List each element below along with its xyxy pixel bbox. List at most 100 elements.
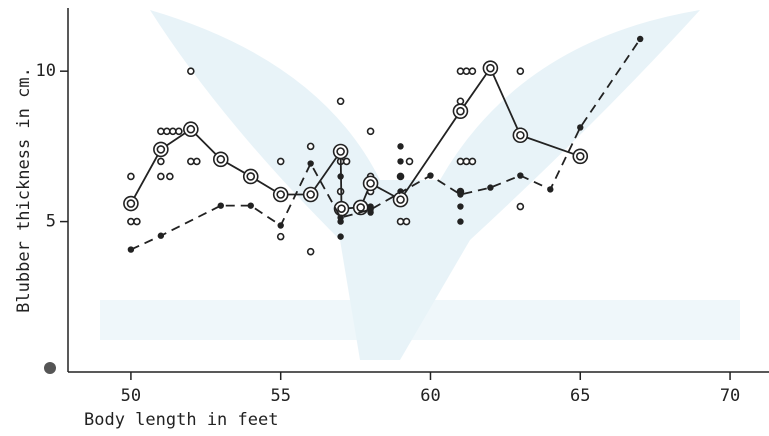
mean-point-inner	[186, 124, 196, 134]
open-point	[462, 67, 471, 75]
x-axis-label: Body length in feet	[84, 410, 278, 430]
trend-line	[130, 66, 581, 210]
filled-point	[157, 232, 165, 239]
filled-point	[367, 206, 374, 213]
trend-line	[130, 38, 641, 251]
mean-point	[153, 141, 169, 158]
open-point	[133, 217, 141, 226]
open-point	[462, 157, 471, 166]
mean-point-inner	[276, 190, 285, 199]
open-point	[396, 217, 405, 226]
mean-point	[212, 151, 229, 168]
open-point	[306, 247, 315, 256]
x-tick-label: 55	[270, 386, 290, 406]
open-point	[157, 172, 165, 181]
mean-point-inner	[366, 179, 375, 188]
open-point	[157, 127, 165, 136]
filled-point	[547, 186, 554, 193]
open-point	[163, 127, 171, 136]
open-point	[187, 67, 195, 75]
open-point	[342, 157, 351, 166]
filled-point	[397, 143, 404, 150]
open-point	[175, 127, 183, 136]
open-point	[456, 157, 465, 166]
open-point	[276, 157, 285, 166]
filled-point	[636, 35, 644, 43]
filled-point	[247, 202, 254, 209]
mean-point	[572, 148, 589, 165]
filled-point	[397, 158, 404, 165]
band	[100, 300, 740, 340]
filled-point	[337, 233, 344, 240]
open-point	[127, 172, 135, 181]
open-point	[169, 127, 177, 136]
filled-point	[457, 191, 464, 198]
filled-point	[457, 203, 464, 210]
y-tick-label: 10	[36, 61, 56, 81]
mean-point	[242, 168, 259, 185]
mean-point-inner	[306, 190, 315, 199]
filled-point	[487, 184, 494, 191]
mean-point-inner	[356, 203, 365, 212]
open-point	[193, 157, 201, 166]
x-tick-label: 65	[570, 386, 590, 406]
open-point	[456, 97, 465, 106]
filled-point	[397, 173, 404, 180]
open-point	[516, 67, 525, 75]
mean-point-inner	[336, 147, 345, 156]
mean-point-inner	[126, 199, 136, 208]
filled-point	[277, 222, 284, 229]
mean-point-inner	[516, 130, 525, 140]
mean-point	[392, 191, 409, 208]
filled-point	[127, 246, 135, 253]
filled-point	[217, 202, 224, 209]
open-point	[336, 97, 345, 106]
x-tick-label: 70	[720, 386, 740, 406]
filled-point	[427, 172, 434, 179]
open-point	[468, 67, 477, 75]
mean-point-inner	[156, 145, 166, 154]
open-point	[402, 217, 411, 226]
open-point	[306, 142, 315, 151]
mean-point	[512, 127, 529, 144]
open-point	[276, 232, 285, 241]
whale-tail	[150, 10, 700, 360]
mean-point	[482, 60, 499, 76]
x-tick-label: 50	[121, 386, 141, 406]
mean-point	[452, 103, 469, 119]
mean-point-inner	[456, 106, 465, 116]
open-point	[405, 157, 414, 166]
open-point	[166, 172, 174, 181]
mean-point-inner	[337, 204, 346, 213]
background-watermark	[100, 10, 740, 360]
open-point	[456, 67, 465, 75]
mean-point-inner	[486, 63, 495, 73]
mean-point	[362, 175, 379, 192]
x-tick-label: 60	[420, 386, 440, 406]
open-point	[157, 157, 165, 166]
mean-point-inner	[575, 152, 585, 161]
mean-point-inner	[396, 195, 405, 204]
open-point	[366, 127, 375, 136]
mean-point	[123, 195, 139, 212]
filled-point	[517, 172, 524, 179]
mean-point	[332, 143, 349, 160]
mean-point-inner	[216, 155, 226, 164]
filled-point	[307, 160, 314, 167]
mean-point	[302, 186, 319, 203]
y-axis-label: Blubber thickness in cm.	[14, 67, 34, 313]
mean-point-inner	[246, 172, 256, 181]
filled-point	[457, 218, 464, 225]
filled-point	[577, 124, 584, 131]
open-point	[516, 202, 525, 211]
mean-point	[272, 186, 289, 203]
filled-point	[337, 214, 344, 221]
y-tick-label: 5	[46, 212, 56, 232]
mean-point	[183, 121, 199, 138]
open-point	[187, 157, 195, 166]
punch-hole	[44, 362, 56, 374]
open-point	[468, 157, 477, 166]
open-point	[127, 217, 135, 226]
